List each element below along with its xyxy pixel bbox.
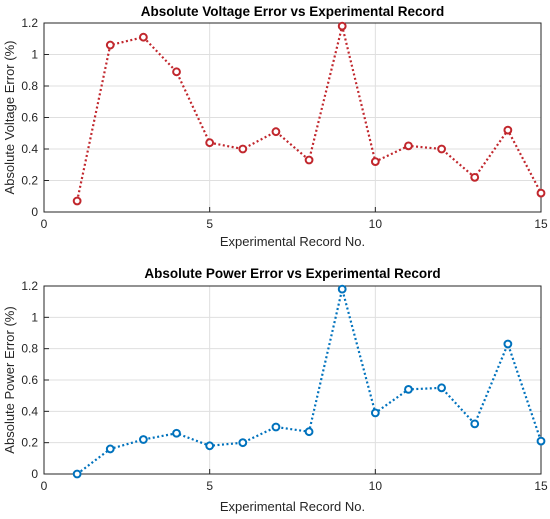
y-tick-label: 0.4: [21, 142, 38, 156]
x-axis-label: Experimental Record No.: [220, 234, 365, 249]
data-point: [437, 144, 447, 154]
data-point: [105, 40, 115, 50]
data-point: [304, 427, 314, 437]
y-tick-label: 0.4: [21, 404, 38, 418]
data-point: [271, 127, 281, 137]
y-tick-label: 0.2: [21, 436, 38, 450]
x-tick-label: 0: [41, 479, 48, 493]
data-point: [404, 141, 413, 151]
data-point: [139, 435, 148, 444]
x-tick-label: 10: [369, 217, 383, 231]
x-tick-label: 5: [206, 479, 213, 493]
y-axis-label: Absolute Voltage Error (%): [2, 41, 17, 195]
y-tick-label: 0.6: [21, 373, 38, 387]
data-point: [271, 422, 281, 432]
y-tick-label: 1: [31, 48, 38, 62]
y-tick-label: 1: [31, 310, 38, 324]
data-point: [370, 408, 380, 418]
y-tick-label: 0: [31, 205, 38, 219]
data-point: [503, 125, 513, 135]
data-point: [304, 155, 314, 165]
x-tick-label: 5: [206, 217, 213, 231]
data-point: [470, 419, 480, 429]
data-point: [238, 438, 248, 448]
y-tick-label: 0.8: [21, 79, 38, 93]
data-point: [536, 436, 546, 446]
data-point: [172, 428, 181, 438]
data-point: [238, 144, 248, 154]
data-point: [172, 67, 181, 77]
y-tick-label: 0.6: [21, 111, 38, 125]
y-tick-label: 1.2: [21, 16, 38, 30]
y-tick-label: 0: [31, 467, 38, 481]
y-tick-label: 0.8: [21, 342, 38, 356]
data-point: [437, 383, 447, 393]
data-point: [72, 196, 82, 206]
y-axis-label: Absolute Power Error (%): [2, 306, 17, 453]
data-point: [337, 284, 347, 294]
data-point: [470, 172, 480, 182]
data-point: [105, 444, 115, 454]
series-line: [76, 25, 542, 202]
data-point: [337, 21, 347, 31]
data-point: [503, 339, 513, 349]
x-tick-label: 15: [534, 479, 548, 493]
data-point: [72, 469, 82, 479]
y-tick-label: 0.2: [21, 174, 38, 188]
chart-panel-2: 0 5 10 15 0 0.2 0.4 0.6 0.8 1 1.2 Absolute Power Er…: [2, 266, 548, 514]
data-point: [370, 157, 380, 167]
chart-panel-1: 0 5 10 15 0 0.2 0.4 0.6 0.8 1 1.2 Absolute Voltage …: [2, 4, 548, 249]
data-point: [205, 138, 215, 148]
x-tick-label: 15: [534, 217, 548, 231]
y-tick-label: 1.2: [21, 279, 38, 293]
x-axis-label: Experimental Record No.: [220, 499, 365, 514]
x-tick-label: 0: [41, 217, 48, 231]
chart-title: Absolute Voltage Error vs Experimental R…: [141, 4, 445, 19]
chart-title: Absolute Power Error vs Experimental Rec…: [144, 266, 440, 281]
data-point: [139, 32, 148, 42]
x-tick-label: 10: [369, 479, 383, 493]
data-point: [404, 385, 413, 394]
data-point: [536, 188, 546, 198]
data-point: [205, 441, 215, 451]
